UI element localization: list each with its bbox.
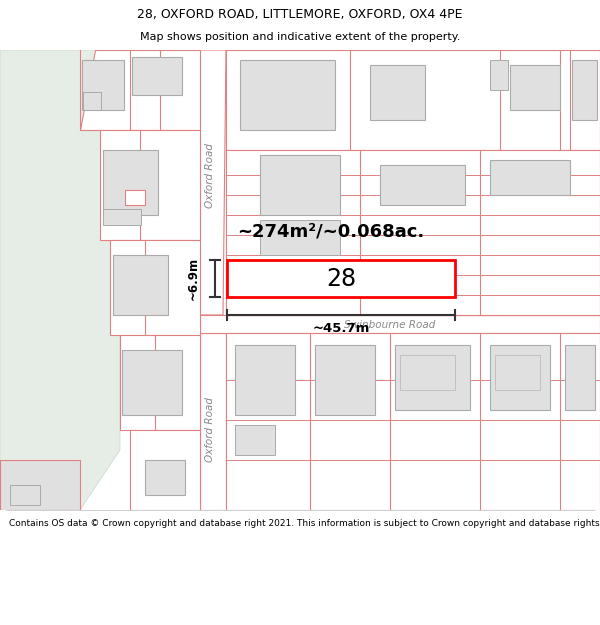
Bar [226, 50, 600, 315]
Text: ~6.9m: ~6.9m [187, 257, 199, 300]
Text: 28: 28 [326, 266, 356, 291]
Text: Swinbourne Road: Swinbourne Road [344, 319, 436, 329]
Bar [260, 220, 340, 255]
Text: Map shows position and indicative extent of the property.: Map shows position and indicative extent… [140, 32, 460, 43]
Text: Oxford Road: Oxford Road [205, 142, 215, 208]
Bar [560, 50, 600, 150]
Bar [395, 345, 470, 410]
Text: Oxford Road: Oxford Road [205, 398, 215, 462]
Bar [380, 165, 465, 205]
Text: ~274m²/~0.068ac.: ~274m²/~0.068ac. [238, 223, 425, 241]
Bar [400, 355, 455, 390]
Bar [572, 60, 597, 120]
Polygon shape [200, 333, 226, 510]
Bar [226, 50, 600, 150]
Polygon shape [0, 50, 120, 510]
Bar [10, 485, 40, 505]
Polygon shape [120, 335, 200, 430]
Polygon shape [110, 240, 200, 335]
Text: ~45.7m: ~45.7m [313, 322, 370, 336]
Bar [103, 209, 141, 225]
Bar [235, 425, 275, 455]
Bar [132, 57, 182, 95]
Bar [370, 65, 425, 120]
Bar [510, 65, 560, 110]
Bar [240, 60, 335, 130]
Bar [226, 333, 600, 510]
Bar [565, 345, 595, 410]
Bar [227, 260, 455, 297]
Polygon shape [100, 130, 200, 240]
Bar [490, 345, 550, 410]
Bar [0, 460, 80, 510]
Bar [226, 150, 600, 315]
Bar [315, 345, 375, 415]
Text: 28, OXFORD ROAD, LITTLEMORE, OXFORD, OX4 4PE: 28, OXFORD ROAD, LITTLEMORE, OXFORD, OX4… [137, 8, 463, 21]
Bar [235, 345, 295, 415]
Bar [103, 150, 158, 215]
Bar [495, 355, 540, 390]
Bar [83, 92, 101, 110]
Polygon shape [198, 50, 226, 315]
Bar [490, 160, 570, 195]
Bar [200, 315, 600, 333]
Bar [82, 60, 124, 110]
Bar [122, 350, 182, 415]
Bar [113, 255, 168, 315]
Polygon shape [80, 50, 200, 130]
Bar [145, 460, 185, 495]
Polygon shape [125, 190, 145, 205]
Text: Contains OS data © Crown copyright and database right 2021. This information is : Contains OS data © Crown copyright and d… [9, 519, 600, 528]
Polygon shape [130, 430, 200, 510]
Bar [260, 155, 340, 215]
Bar [490, 60, 508, 90]
